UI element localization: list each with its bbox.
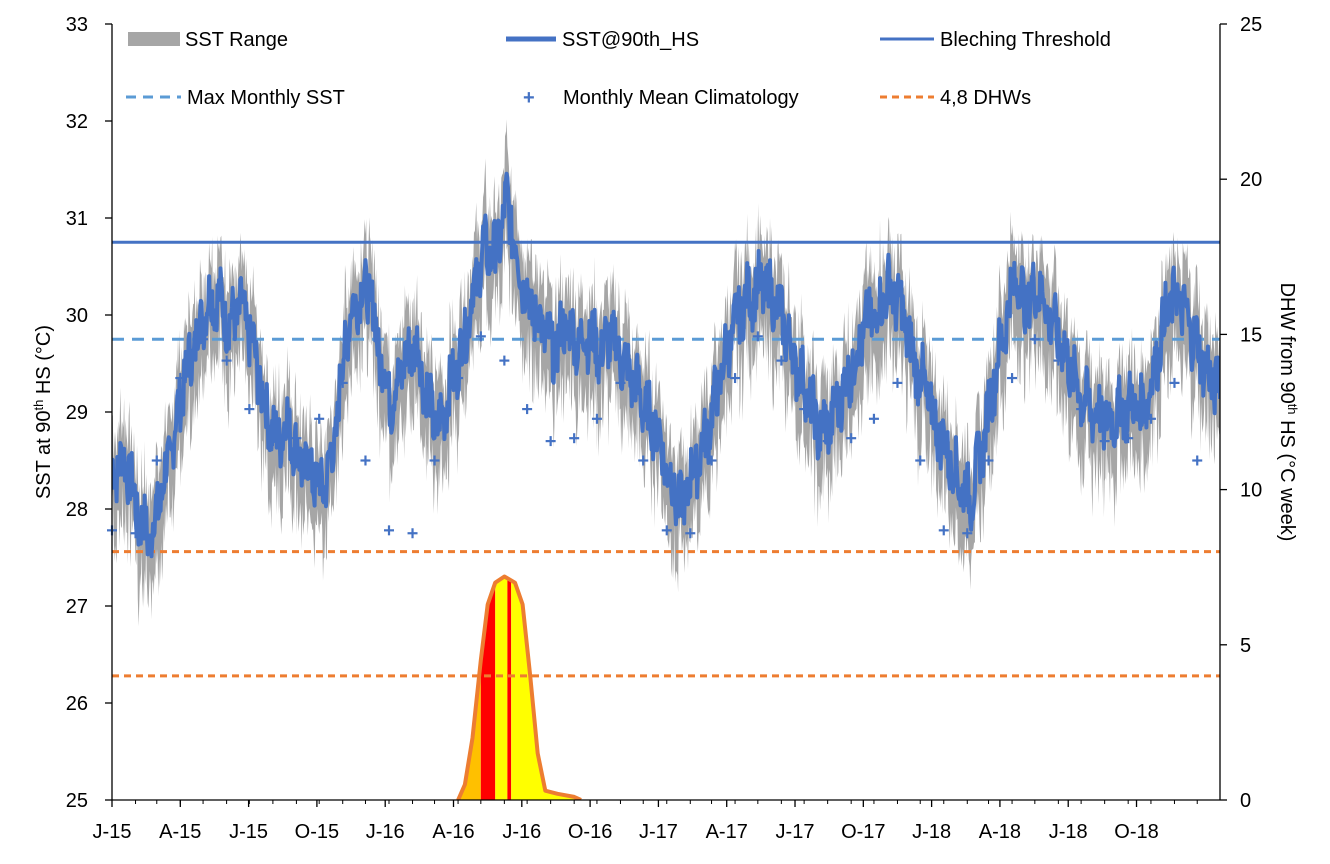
left-axis-tick-label: 32 <box>66 111 88 133</box>
right-axis-title: DHW from 90th HS (°C week) <box>1276 283 1300 542</box>
climatology-marker <box>846 433 857 444</box>
x-axis-tick-label: A-17 <box>706 821 748 843</box>
climatology-marker <box>1029 334 1040 345</box>
legend-label-max-monthly-sst: Max Monthly SST <box>187 87 345 109</box>
left-axis-tick-label: 29 <box>66 402 88 424</box>
climatology-marker <box>314 413 325 424</box>
x-axis-tick-label: A-16 <box>432 821 474 843</box>
climatology-marker <box>1007 373 1018 384</box>
left-axis-tick-label: 26 <box>66 693 88 715</box>
left-axis-tick-label: 27 <box>66 596 88 618</box>
climatology-marker <box>407 528 418 539</box>
sst-90th-layer <box>112 171 1220 559</box>
right-axis-tick-label: 5 <box>1240 635 1251 657</box>
climatology-marker <box>569 433 580 444</box>
x-axis-tick-label: A-18 <box>979 821 1021 843</box>
climatology-marker <box>938 525 949 536</box>
legend-label-climatology: Monthly Mean Climatology <box>563 87 799 109</box>
climatology-marker <box>151 455 162 466</box>
x-axis-tick-label: J-16 <box>502 821 541 843</box>
climatology-marker <box>429 455 440 466</box>
x-axis-tick-label: J-18 <box>912 821 951 843</box>
x-axis-tick-label: J-15 <box>229 821 268 843</box>
x-axis-tick-label: J-18 <box>1049 821 1088 843</box>
right-axis-tick-label: 10 <box>1240 480 1262 502</box>
legend-label-sst-90th: SST@90th_HS <box>562 29 699 51</box>
dhw-alert-band <box>480 576 496 800</box>
left-axis-tick-label: 31 <box>66 208 88 230</box>
legend-swatch-climatology: + <box>523 87 535 109</box>
right-axis-tick-label: 0 <box>1240 790 1251 812</box>
left-axis-tick-label: 30 <box>66 305 88 327</box>
dhw-area-layer <box>456 574 582 800</box>
x-axis-tick-label: J-15 <box>93 821 132 843</box>
right-axis-tick-label: 15 <box>1240 324 1262 346</box>
dhw-alert-band <box>495 576 508 800</box>
dhw-alert-band <box>507 576 512 800</box>
climatology-marker <box>685 528 696 539</box>
x-axis-tick-label: J-16 <box>366 821 405 843</box>
climatology-marker <box>638 455 649 466</box>
climatology-marker <box>752 331 763 342</box>
climatology-marker <box>730 373 741 384</box>
x-axis-tick-label: O-15 <box>295 821 339 843</box>
legend: SST Range SST@90th_HS Bleching Threshold… <box>126 29 1111 109</box>
left-axis-tick-label: 33 <box>66 14 88 36</box>
dhw-alert-band <box>511 576 582 800</box>
climatology-marker <box>1169 377 1180 388</box>
x-axis-tick-label: O-16 <box>568 821 612 843</box>
climatology-marker <box>915 455 926 466</box>
legend-label-sst-range: SST Range <box>185 29 288 51</box>
x-axis-tick-label: O-18 <box>1114 821 1158 843</box>
climatology-marker <box>221 355 232 366</box>
x-axis-tick-label: A-15 <box>159 821 201 843</box>
dhw-outline <box>456 574 582 800</box>
legend-swatch-sst-range <box>128 32 180 46</box>
climatology-marker <box>475 331 486 342</box>
climatology-marker <box>384 525 394 536</box>
left-axis-title: SST at 90th HS (°C) <box>31 325 55 499</box>
right-axis-tick-label: 20 <box>1240 169 1262 191</box>
climatology-marker <box>661 525 672 536</box>
right-axis-tick-label: 25 <box>1240 14 1262 36</box>
climatology-marker <box>1192 455 1203 466</box>
legend-label-bleaching-threshold: Bleching Threshold <box>940 29 1111 51</box>
climatology-marker <box>962 528 973 539</box>
climatology-marker <box>522 404 533 415</box>
climatology-marker <box>868 413 879 424</box>
left-axis-tick-label: 28 <box>66 499 88 521</box>
left-axis-tick-label: 25 <box>66 790 88 812</box>
climatology-marker <box>244 404 255 415</box>
x-axis-tick-label: J-17 <box>776 821 815 843</box>
legend-label-dhw-levels: 4,8 DHWs <box>940 87 1031 109</box>
climatology-marker <box>545 436 556 447</box>
climatology-marker <box>591 413 602 424</box>
climatology-marker <box>360 455 371 466</box>
climatology-marker <box>892 377 903 388</box>
x-axis-tick-label: J-17 <box>639 821 678 843</box>
x-axis-tick-label: O-17 <box>841 821 885 843</box>
sst-90th-line <box>112 171 1220 559</box>
climatology-marker <box>499 355 510 366</box>
